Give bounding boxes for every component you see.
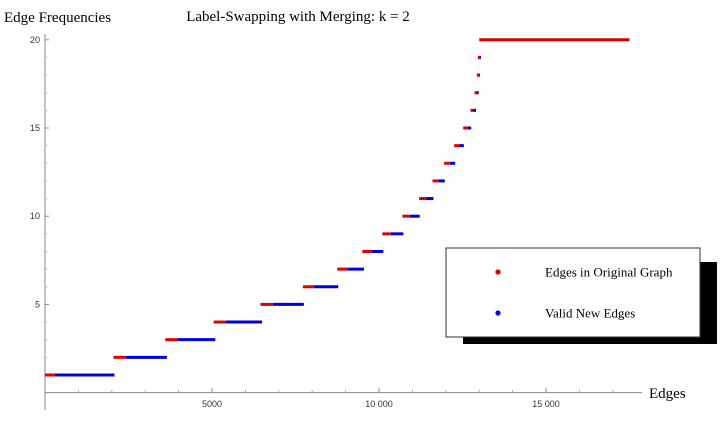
y-tick-label: 5 bbox=[35, 299, 40, 309]
x-tick-label: 15 000 bbox=[532, 399, 560, 409]
legend-label-new: Valid New Edges bbox=[545, 306, 635, 321]
legend: Edges in Original Graph Valid New Edges bbox=[445, 247, 717, 344]
legend-label-original: Edges in Original Graph bbox=[545, 265, 673, 280]
x-axis-label: Edges bbox=[649, 386, 686, 402]
x-tick-label: 5000 bbox=[202, 399, 222, 409]
legend-marker-original bbox=[495, 269, 501, 275]
y-axis-label: Edge Frequencies bbox=[4, 10, 111, 26]
x-tick-label: 10 000 bbox=[365, 399, 393, 409]
y-tick-label: 20 bbox=[30, 35, 40, 45]
y-tick-label: 10 bbox=[30, 211, 40, 221]
chart-title: Label-Swapping with Merging: k = 2 bbox=[186, 9, 410, 25]
legend-box bbox=[445, 247, 701, 338]
legend-marker-new bbox=[495, 310, 501, 316]
y-tick-label: 15 bbox=[30, 123, 40, 133]
series-layer bbox=[45, 38, 630, 377]
x-ticks: 5000 10 000 15 000 bbox=[77, 388, 614, 409]
y-ticks: 5 10 15 20 bbox=[30, 21, 49, 376]
